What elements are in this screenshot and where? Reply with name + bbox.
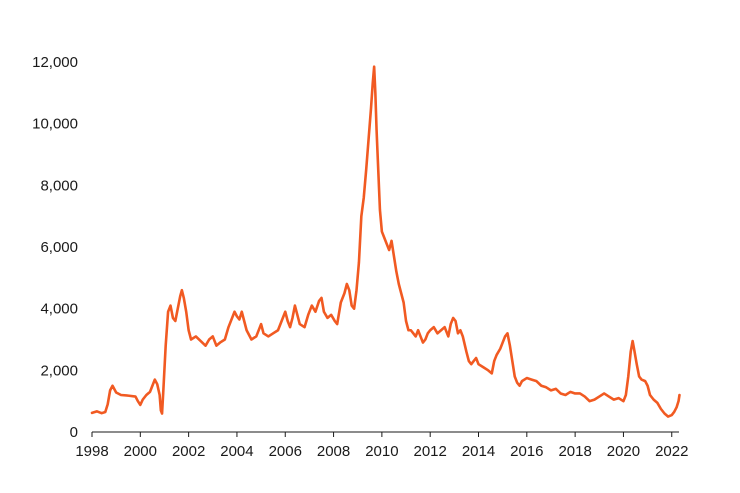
y-tick-label: 10,000: [32, 116, 78, 133]
x-tick-label: 2000: [124, 443, 157, 460]
x-tick-label: 2004: [220, 443, 253, 460]
x-tick-label: 2018: [558, 443, 591, 460]
x-axis: 1998 2000 2002 2004 2006 2008 2010 2012 2014 2016…: [75, 431, 688, 460]
x-tick-label: 2010: [365, 443, 398, 460]
x-tick-label: 2020: [607, 443, 640, 460]
x-tick-label: 2008: [317, 443, 350, 460]
x-tick-label: 2006: [269, 443, 302, 460]
y-tick-label: 8,000: [40, 177, 78, 194]
y-tick-label: 4,000: [40, 301, 78, 318]
series-layer: [90, 65, 681, 418]
series-line: [90, 65, 681, 418]
x-tick-label: 2022: [655, 443, 688, 460]
y-tick-label: 0: [70, 424, 78, 441]
x-tick-label: 2012: [414, 443, 447, 460]
x-tick-label: 2016: [510, 443, 543, 460]
y-tick-label: 2,000: [40, 362, 78, 379]
y-tick-label: 6,000: [40, 239, 78, 256]
y-tick-label: 12,000: [32, 54, 78, 71]
x-tick-label: 2014: [462, 443, 495, 460]
y-axis-ticks: 0 2,000 4,000 6,000 8,000 10,000 12,000: [32, 54, 78, 441]
x-tick-label: 1998: [75, 443, 108, 460]
x-tick-label: 2002: [172, 443, 205, 460]
